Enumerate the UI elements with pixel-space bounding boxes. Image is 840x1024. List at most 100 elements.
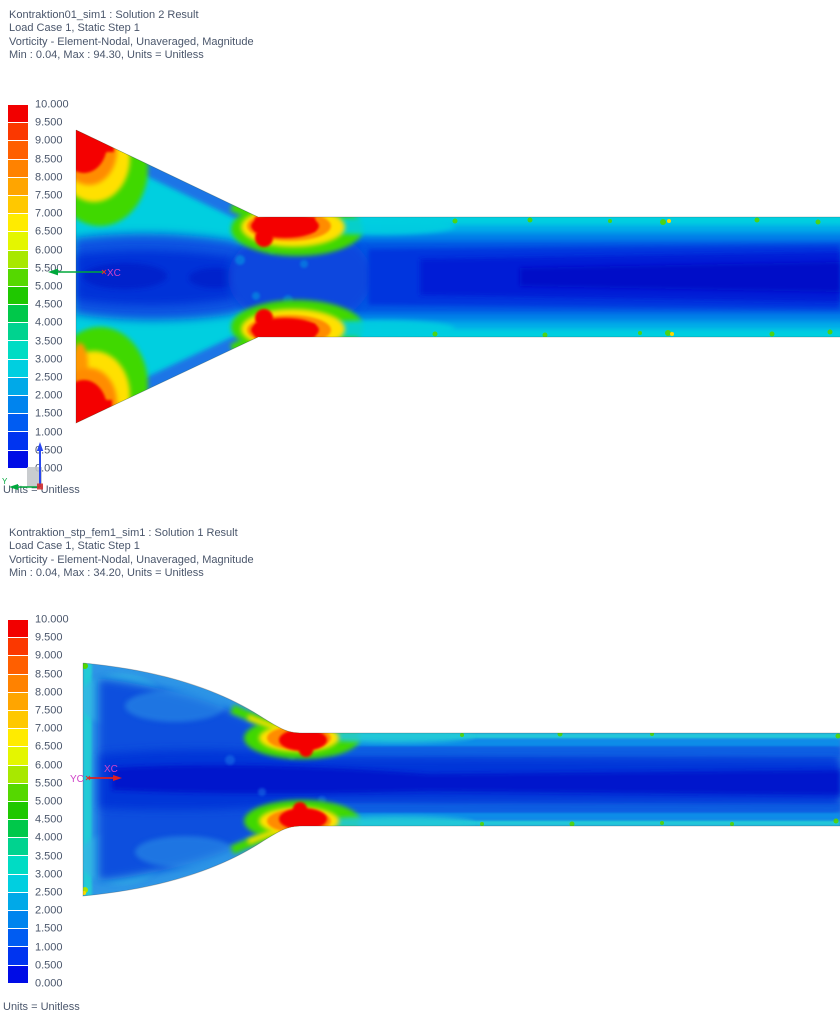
csys-y-arrow xyxy=(9,484,18,490)
legend-swatch xyxy=(8,177,28,195)
triad-yc-label-2: YC xyxy=(70,774,84,785)
view-triad-1: XC xyxy=(48,268,121,279)
legend-swatch xyxy=(8,710,28,729)
legend-tick-label: 5.500 xyxy=(35,777,63,790)
legend-swatch xyxy=(8,414,28,432)
legend-swatch xyxy=(8,911,28,929)
legend-tick-label: 9.000 xyxy=(35,134,63,147)
legend-tick-label: 2.000 xyxy=(35,389,63,402)
legend-tick-label: 1.000 xyxy=(35,941,63,954)
duct-outline-2 xyxy=(82,662,840,897)
legend-swatch xyxy=(8,747,28,765)
legend-swatch xyxy=(8,323,28,341)
triad-xc-label-1: XC xyxy=(107,268,121,279)
legend-swatch xyxy=(8,214,28,232)
legend-swatch xyxy=(8,159,28,177)
legend-swatch xyxy=(8,892,28,910)
legend-tick-label: 6.000 xyxy=(35,759,63,772)
legend-tick-label: 5.000 xyxy=(35,280,63,293)
legend-tick-label: 6.500 xyxy=(35,225,63,238)
legend-tick-label: 10.000 xyxy=(35,98,69,111)
result-viewport-2[interactable]: YC XC xyxy=(0,600,840,1024)
legend-tick-label: 0.000 xyxy=(35,977,63,990)
legend-swatch xyxy=(8,305,28,323)
legend-tick-label: 8.500 xyxy=(35,153,63,166)
legend-tick-label: 7.500 xyxy=(35,189,63,202)
min-max-line-1: Min : 0.04, Max : 94.30, Units = Unitles… xyxy=(9,48,204,61)
load-case-line-2: Load Case 1, Static Step 1 xyxy=(9,540,140,553)
legend-tick-label: 7.000 xyxy=(35,207,63,220)
legend-tick-label: 3.000 xyxy=(35,353,63,366)
legend-swatch xyxy=(8,674,28,692)
legend-swatch xyxy=(8,783,28,801)
legend-tick-label: 8.000 xyxy=(35,686,63,699)
legend-tick-label: 9.500 xyxy=(35,631,63,644)
legend-tick-label: 4.500 xyxy=(35,298,63,311)
csys-y-label: Y xyxy=(2,477,8,486)
csys-origin xyxy=(37,483,43,490)
legend-swatch xyxy=(8,195,28,214)
view-triad-2: YC XC xyxy=(70,764,122,785)
legend-swatch xyxy=(8,856,28,874)
legend-tick-label: 2.000 xyxy=(35,904,63,917)
legend-swatch xyxy=(8,929,28,947)
legend-tick-label: 2.500 xyxy=(35,886,63,899)
legend-swatch xyxy=(8,638,28,656)
load-case-line-1: Load Case 1, Static Step 1 xyxy=(9,22,140,35)
legend-swatch xyxy=(8,341,28,359)
result-title-1: Kontraktion01_sim1 : Solution 2 Result xyxy=(9,9,199,21)
legend-swatch xyxy=(8,123,28,141)
result-title-2: Kontraktion_stp_fem1_sim1 : Solution 1 R… xyxy=(9,527,238,539)
legend-tick-label: 4.500 xyxy=(35,813,63,826)
contour-field-2 xyxy=(83,663,840,896)
legend-swatch xyxy=(8,874,28,892)
legend-tick-label: 10.000 xyxy=(35,613,69,626)
legend-swatch xyxy=(8,765,28,783)
legend-tick-label: 8.500 xyxy=(35,668,63,681)
legend-swatch xyxy=(8,620,28,638)
csys-z-arrow xyxy=(36,442,44,451)
result-type-line-2: Vorticity - Element-Nodal, Unaveraged, M… xyxy=(9,553,254,566)
legend-swatch xyxy=(8,656,28,674)
legend-swatch xyxy=(8,432,28,450)
legend-tick-label: 8.000 xyxy=(35,171,63,184)
legend-swatch xyxy=(8,359,28,377)
legend-swatch xyxy=(8,838,28,856)
csys-triad-1: Y xyxy=(2,442,44,490)
legend-tick-label: 3.500 xyxy=(35,850,63,863)
legend-tick-label: 4.000 xyxy=(35,831,63,844)
legend-swatch xyxy=(8,396,28,414)
contour-field-1 xyxy=(76,130,840,423)
triad-xc-label-2: XC xyxy=(104,764,118,775)
legend-swatch xyxy=(8,965,28,983)
legend-tick-label: 3.000 xyxy=(35,868,63,881)
legend-swatch xyxy=(8,801,28,820)
legend-tick-label: 6.500 xyxy=(35,740,63,753)
legend-tick-label: 1.000 xyxy=(35,426,63,439)
legend-swatch xyxy=(8,377,28,395)
result-header-1: Kontraktion01_sim1 : Solution 2 Result L… xyxy=(9,9,254,62)
result-header-2: Kontraktion_stp_fem1_sim1 : Solution 1 R… xyxy=(9,527,254,580)
legend-swatch xyxy=(8,232,28,250)
legend-tick-label: 7.500 xyxy=(35,704,63,717)
legend-tick-label: 3.500 xyxy=(35,335,63,348)
legend-swatch xyxy=(8,141,28,159)
legend-tick-label: 1.500 xyxy=(35,922,63,935)
result-viewport-1[interactable]: XC Y xyxy=(0,90,840,505)
csys-box xyxy=(27,467,42,487)
units-label-2: Units = Unitless xyxy=(3,1001,80,1013)
min-max-line-2: Min : 0.04, Max : 34.20, Units = Unitles… xyxy=(9,566,204,579)
legend-swatch xyxy=(8,729,28,747)
legend-tick-label: 7.000 xyxy=(35,722,63,735)
legend-swatch xyxy=(8,820,28,838)
legend-tick-label: 2.500 xyxy=(35,371,63,384)
duct-outline-1 xyxy=(75,129,840,424)
legend-tick-label: 4.000 xyxy=(35,316,63,329)
legend-tick-label: 9.500 xyxy=(35,116,63,129)
color-legend-1: 10.000 9.500 9.000 8.500 8.000 7.500 7.000 6.50… xyxy=(8,99,94,475)
legend-swatch xyxy=(8,105,28,123)
legend-swatch xyxy=(8,947,28,965)
legend-swatch xyxy=(8,268,28,286)
legend-swatch xyxy=(8,250,28,268)
legend-tick-label: 0.500 xyxy=(35,959,63,972)
